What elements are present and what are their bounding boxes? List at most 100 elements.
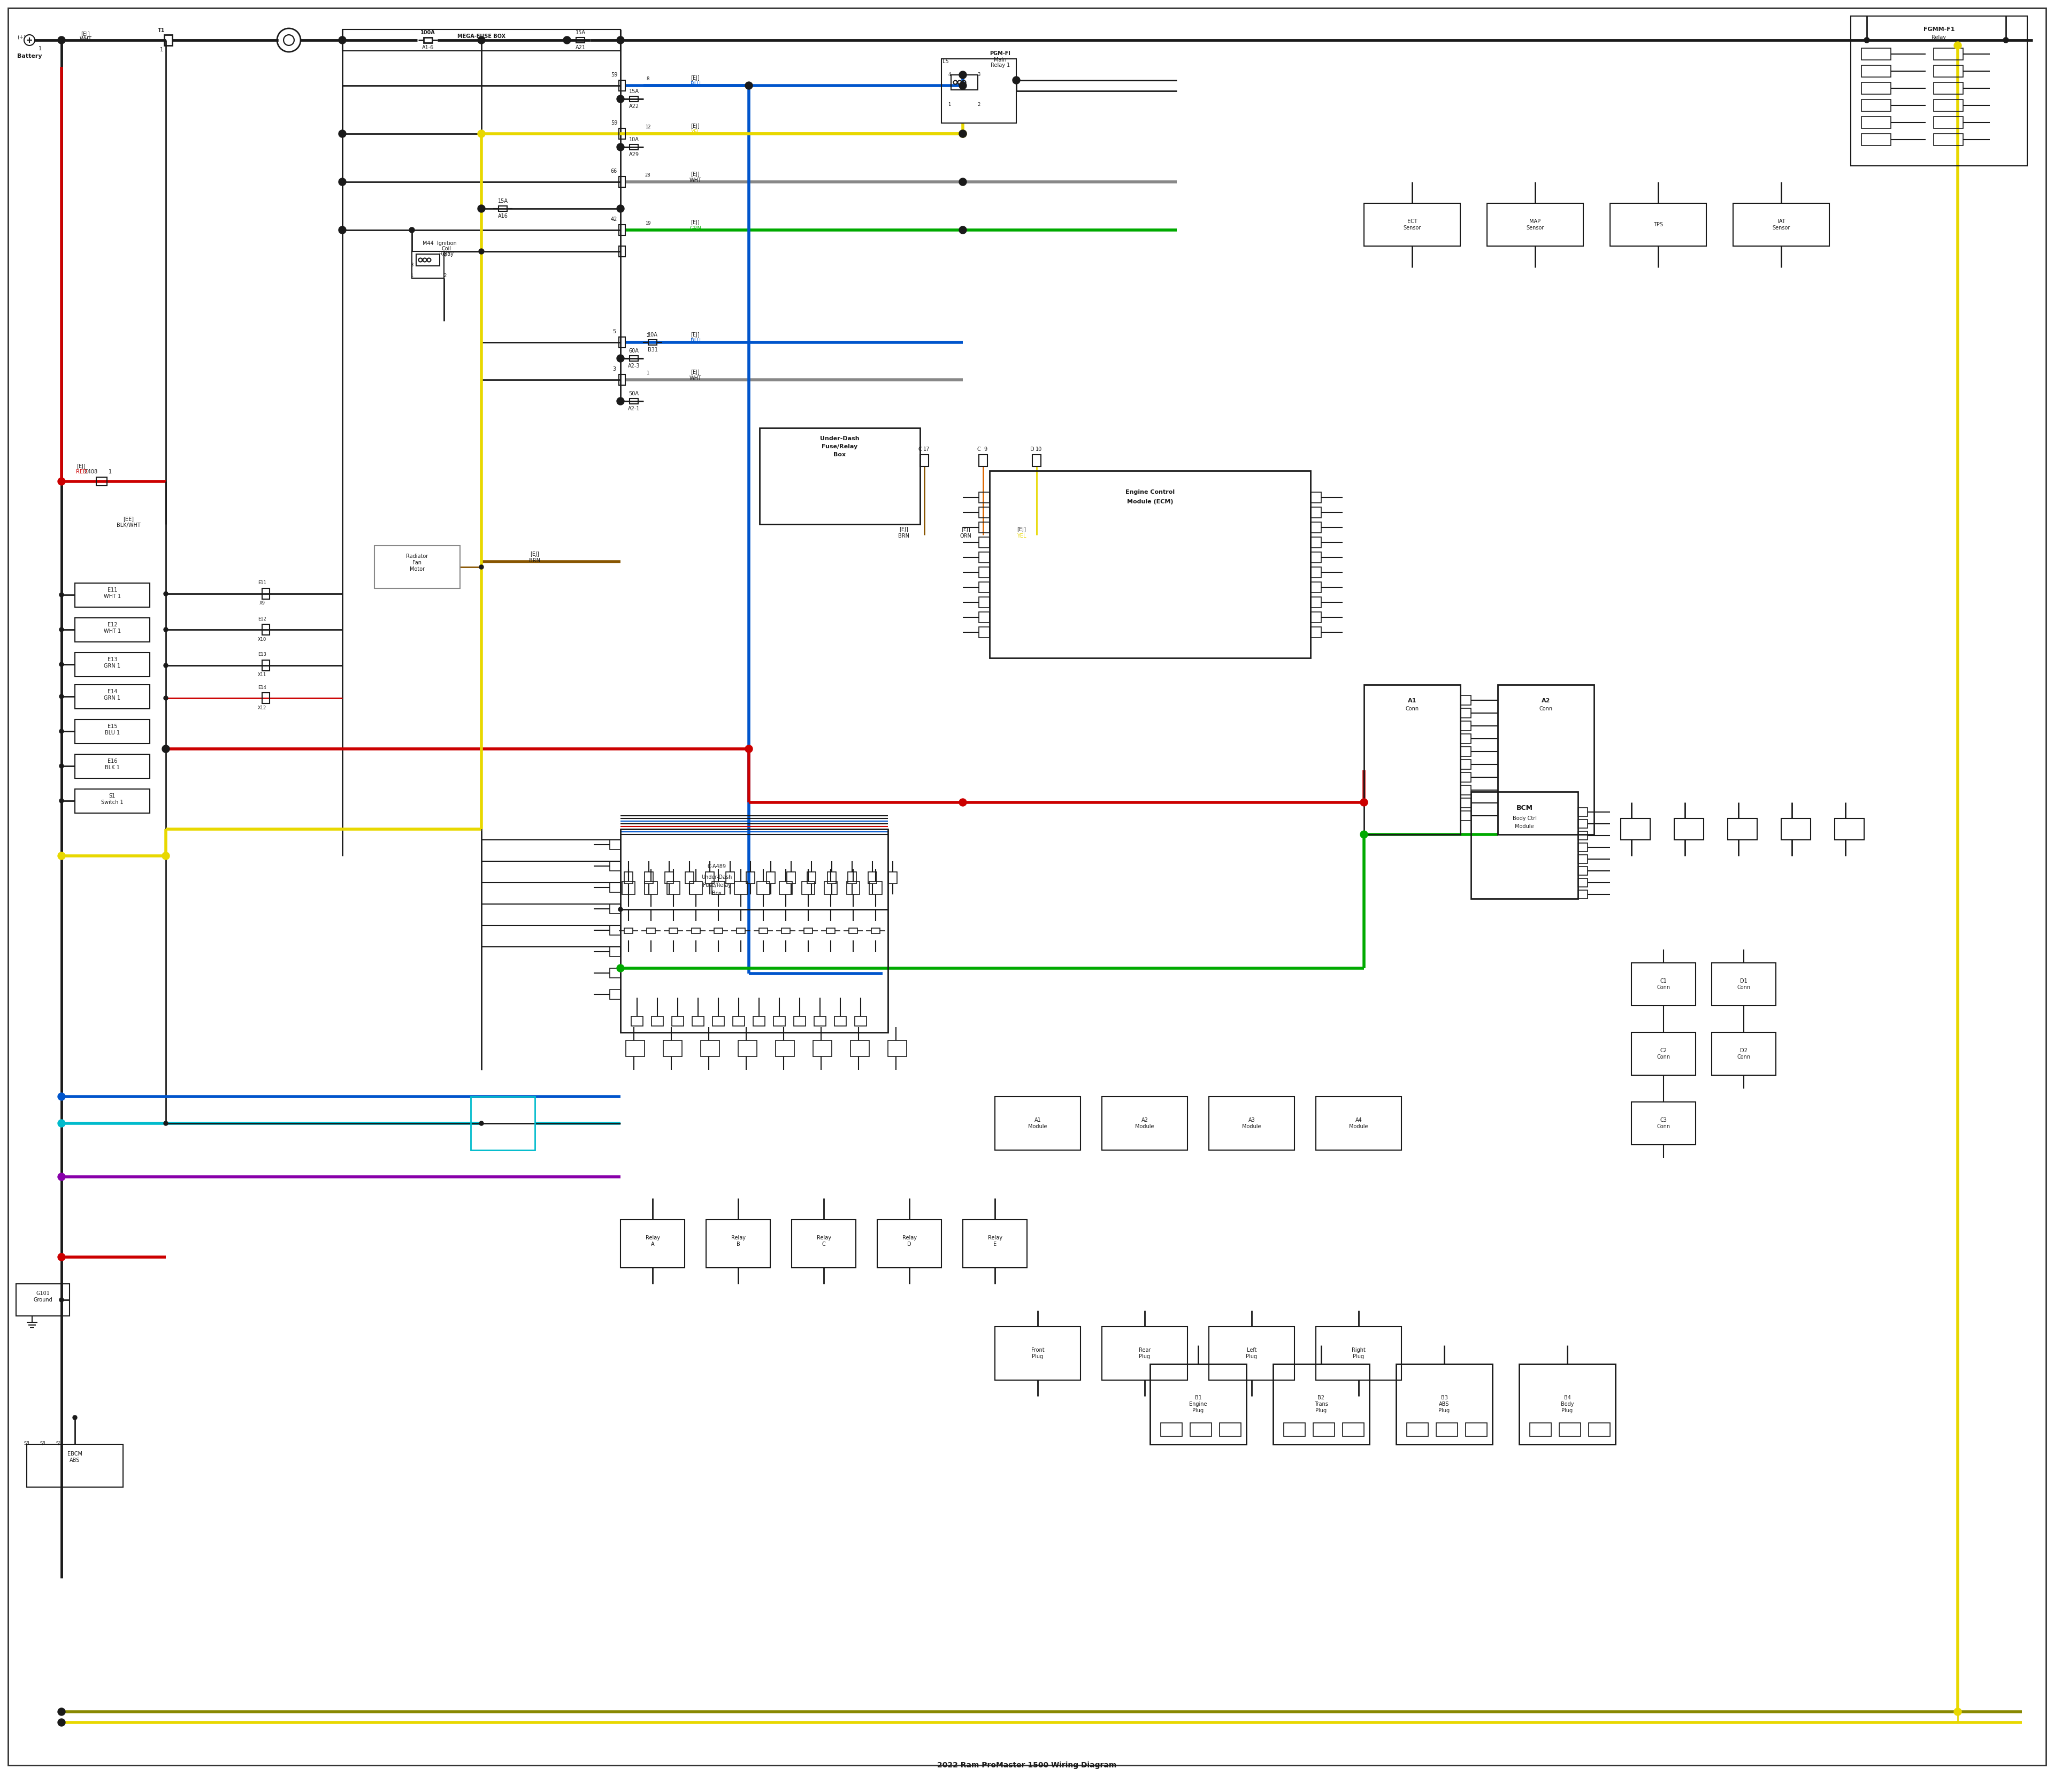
Bar <box>417 254 440 265</box>
Text: Body Ctrl: Body Ctrl <box>1512 815 1536 821</box>
Bar <box>27 1444 123 1487</box>
Bar <box>980 493 990 504</box>
Text: 100A: 100A <box>421 30 435 36</box>
Bar <box>610 989 620 1000</box>
Bar <box>871 928 879 934</box>
Text: C: C <box>978 446 980 452</box>
Text: Radiator: Radiator <box>407 554 427 559</box>
Bar <box>1861 82 1892 95</box>
Text: 60A: 60A <box>629 348 639 353</box>
Text: Ignition: Ignition <box>438 240 456 246</box>
Circle shape <box>164 695 168 701</box>
Bar <box>1310 493 1321 504</box>
Bar <box>733 1016 744 1027</box>
Circle shape <box>60 799 64 803</box>
Text: Relay: Relay <box>1931 34 1947 39</box>
Bar <box>1577 855 1588 864</box>
Bar <box>980 521 990 532</box>
Circle shape <box>959 799 967 806</box>
Text: YEL: YEL <box>690 129 700 134</box>
Circle shape <box>618 38 622 43</box>
Circle shape <box>60 729 64 733</box>
Bar <box>16 1283 70 1315</box>
Bar <box>686 873 694 883</box>
Text: Relay
E: Relay E <box>988 1235 1002 1247</box>
Circle shape <box>58 1253 66 1262</box>
Bar <box>1631 1032 1697 1075</box>
Circle shape <box>616 398 624 405</box>
Bar <box>1674 819 1703 840</box>
Bar <box>1460 812 1471 821</box>
Circle shape <box>164 1122 168 1125</box>
Bar <box>1310 597 1321 607</box>
Bar <box>980 552 990 563</box>
Text: 1: 1 <box>109 470 111 475</box>
Text: S/I: S/I <box>55 1441 62 1446</box>
Text: Fuse/Relay: Fuse/Relay <box>702 883 731 889</box>
Circle shape <box>164 627 168 633</box>
Bar <box>622 882 635 894</box>
Text: Switch 1: Switch 1 <box>101 799 123 805</box>
Text: 3: 3 <box>978 72 980 77</box>
Text: X11: X11 <box>257 672 267 677</box>
Text: X10: X10 <box>257 636 267 642</box>
Circle shape <box>959 131 967 138</box>
Bar <box>1834 819 1865 840</box>
Bar <box>610 946 620 957</box>
Bar <box>1364 202 1460 246</box>
Circle shape <box>339 38 345 43</box>
Text: 10A: 10A <box>647 332 657 337</box>
Bar <box>1610 202 1707 246</box>
Bar <box>618 177 624 186</box>
Text: A4
Module: A4 Module <box>1349 1118 1368 1129</box>
Bar <box>470 1097 534 1150</box>
Bar <box>746 873 754 883</box>
Text: E11: E11 <box>107 588 117 593</box>
Bar <box>1933 100 1964 111</box>
Bar <box>980 597 990 607</box>
Text: MEGA-FUSE BOX: MEGA-FUSE BOX <box>458 34 505 39</box>
Bar <box>1933 134 1964 145</box>
Text: Module: Module <box>1516 824 1534 830</box>
Text: A1
Module: A1 Module <box>1029 1118 1048 1129</box>
Bar <box>651 1016 663 1027</box>
Circle shape <box>1360 799 1368 806</box>
Text: Under-Dash: Under-Dash <box>820 435 859 441</box>
Bar <box>1520 1364 1614 1444</box>
Text: 2: 2 <box>444 272 446 278</box>
Bar <box>1861 65 1892 77</box>
Text: A2-1: A2-1 <box>629 407 641 412</box>
Bar <box>1577 891 1588 898</box>
Bar <box>1559 1423 1582 1435</box>
Text: [EJ]: [EJ] <box>690 172 700 177</box>
Text: A16: A16 <box>497 213 507 219</box>
Text: T1: T1 <box>158 29 164 34</box>
Bar <box>1861 116 1892 129</box>
Bar <box>97 477 107 486</box>
Circle shape <box>1953 41 1962 48</box>
Text: [EJ]: [EJ] <box>961 527 969 532</box>
Circle shape <box>72 1416 78 1419</box>
Bar <box>813 1041 832 1057</box>
Text: 50A: 50A <box>629 391 639 396</box>
Bar <box>610 925 620 935</box>
Bar <box>980 455 988 466</box>
Bar <box>1734 202 1830 246</box>
Bar <box>1310 507 1321 518</box>
Bar <box>766 873 774 883</box>
Text: 42: 42 <box>610 217 618 222</box>
Bar <box>631 398 639 403</box>
Text: [EJ]: [EJ] <box>530 552 540 557</box>
Bar <box>776 1041 795 1057</box>
Bar <box>1460 760 1471 769</box>
Bar <box>690 882 702 894</box>
Bar <box>1313 1423 1335 1435</box>
Bar <box>700 1041 719 1057</box>
Bar <box>1460 695 1471 704</box>
Bar <box>1210 1097 1294 1150</box>
Text: A22: A22 <box>629 104 639 109</box>
Bar <box>1471 792 1577 898</box>
Bar <box>980 627 990 638</box>
Bar <box>1317 1326 1401 1380</box>
Bar <box>1727 819 1756 840</box>
